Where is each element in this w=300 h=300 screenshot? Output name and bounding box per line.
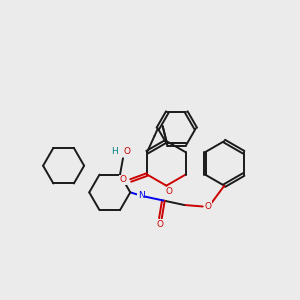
- Text: O: O: [205, 202, 212, 211]
- Text: H: H: [111, 147, 118, 156]
- Text: O: O: [157, 220, 164, 229]
- Text: O: O: [123, 147, 130, 156]
- Text: O: O: [166, 187, 173, 196]
- Text: N: N: [138, 191, 145, 200]
- Text: O: O: [120, 175, 127, 184]
